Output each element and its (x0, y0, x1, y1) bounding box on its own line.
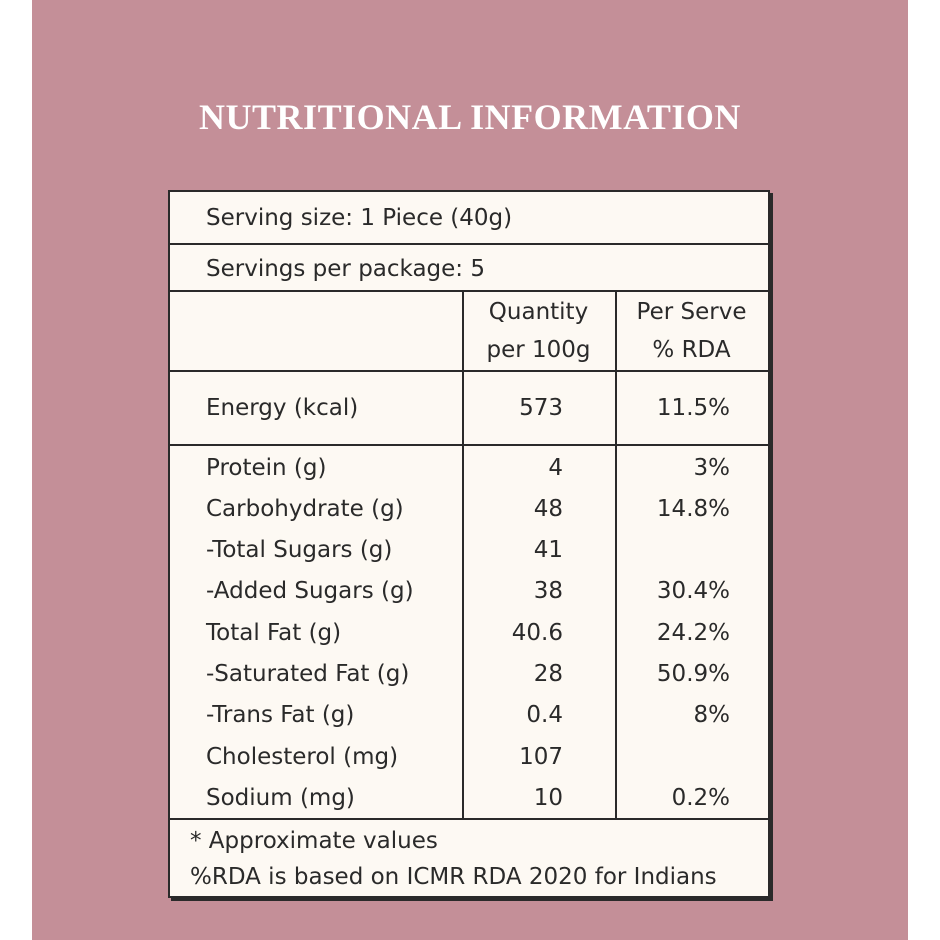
nutrient: -Total Sugars (g) (206, 536, 393, 563)
quantity: 28 (533, 660, 563, 687)
rule (170, 818, 768, 820)
quantity: 38 (533, 578, 563, 604)
nutrient: Carbohydrate (g) (206, 496, 404, 522)
rda: 11.5% (656, 395, 730, 421)
nutrition-table: Serving size: 1 Piece (40g) Servings per … (168, 190, 770, 898)
nutrient: -Trans Fat (g) (206, 702, 355, 728)
rda: 14.8% (656, 496, 730, 522)
rule (170, 290, 768, 292)
quantity: 4 (548, 454, 563, 481)
nutrient: Energy (kcal) (206, 395, 359, 421)
column-header: Quantity (488, 299, 589, 325)
quantity: 573 (519, 395, 563, 421)
quantity: 10 (533, 784, 563, 811)
servings-per-package: Servings per package: 5 (206, 255, 485, 282)
rule (170, 243, 768, 245)
quantity: 0.4 (526, 702, 563, 728)
title: NUTRITIONAL INFORMATION (199, 97, 741, 137)
column-header: Per Serve (636, 299, 747, 325)
nutrient: Total Fat (g) (206, 619, 342, 646)
rule (170, 444, 768, 446)
nutrient: Cholesterol (mg) (206, 743, 399, 770)
rda: 0.2% (671, 784, 730, 811)
rda: 30.4% (656, 578, 730, 604)
note: * Approximate values (190, 828, 438, 854)
rda: 24.2% (656, 619, 730, 646)
nutrient: -Saturated Fat (g) (206, 660, 410, 687)
column-header: % RDA (652, 337, 731, 363)
rule (615, 290, 617, 820)
rule (462, 290, 464, 820)
rda: 3% (693, 454, 731, 481)
quantity: 41 (533, 536, 563, 563)
serving-size: Serving size: 1 Piece (40g) (206, 204, 513, 231)
quantity: 40.6 (511, 619, 563, 646)
column-header: per 100g (486, 337, 591, 363)
rda: 50.9% (656, 660, 730, 687)
quantity: 107 (519, 743, 563, 770)
nutrient: Protein (g) (206, 454, 327, 481)
nutrient: Sodium (mg) (206, 784, 355, 811)
rule (170, 370, 768, 372)
note: %RDA is based on ICMR RDA 2020 for India… (190, 864, 717, 890)
nutrient: -Added Sugars (g) (206, 578, 414, 604)
quantity: 48 (533, 496, 563, 522)
rda: 8% (693, 702, 731, 728)
